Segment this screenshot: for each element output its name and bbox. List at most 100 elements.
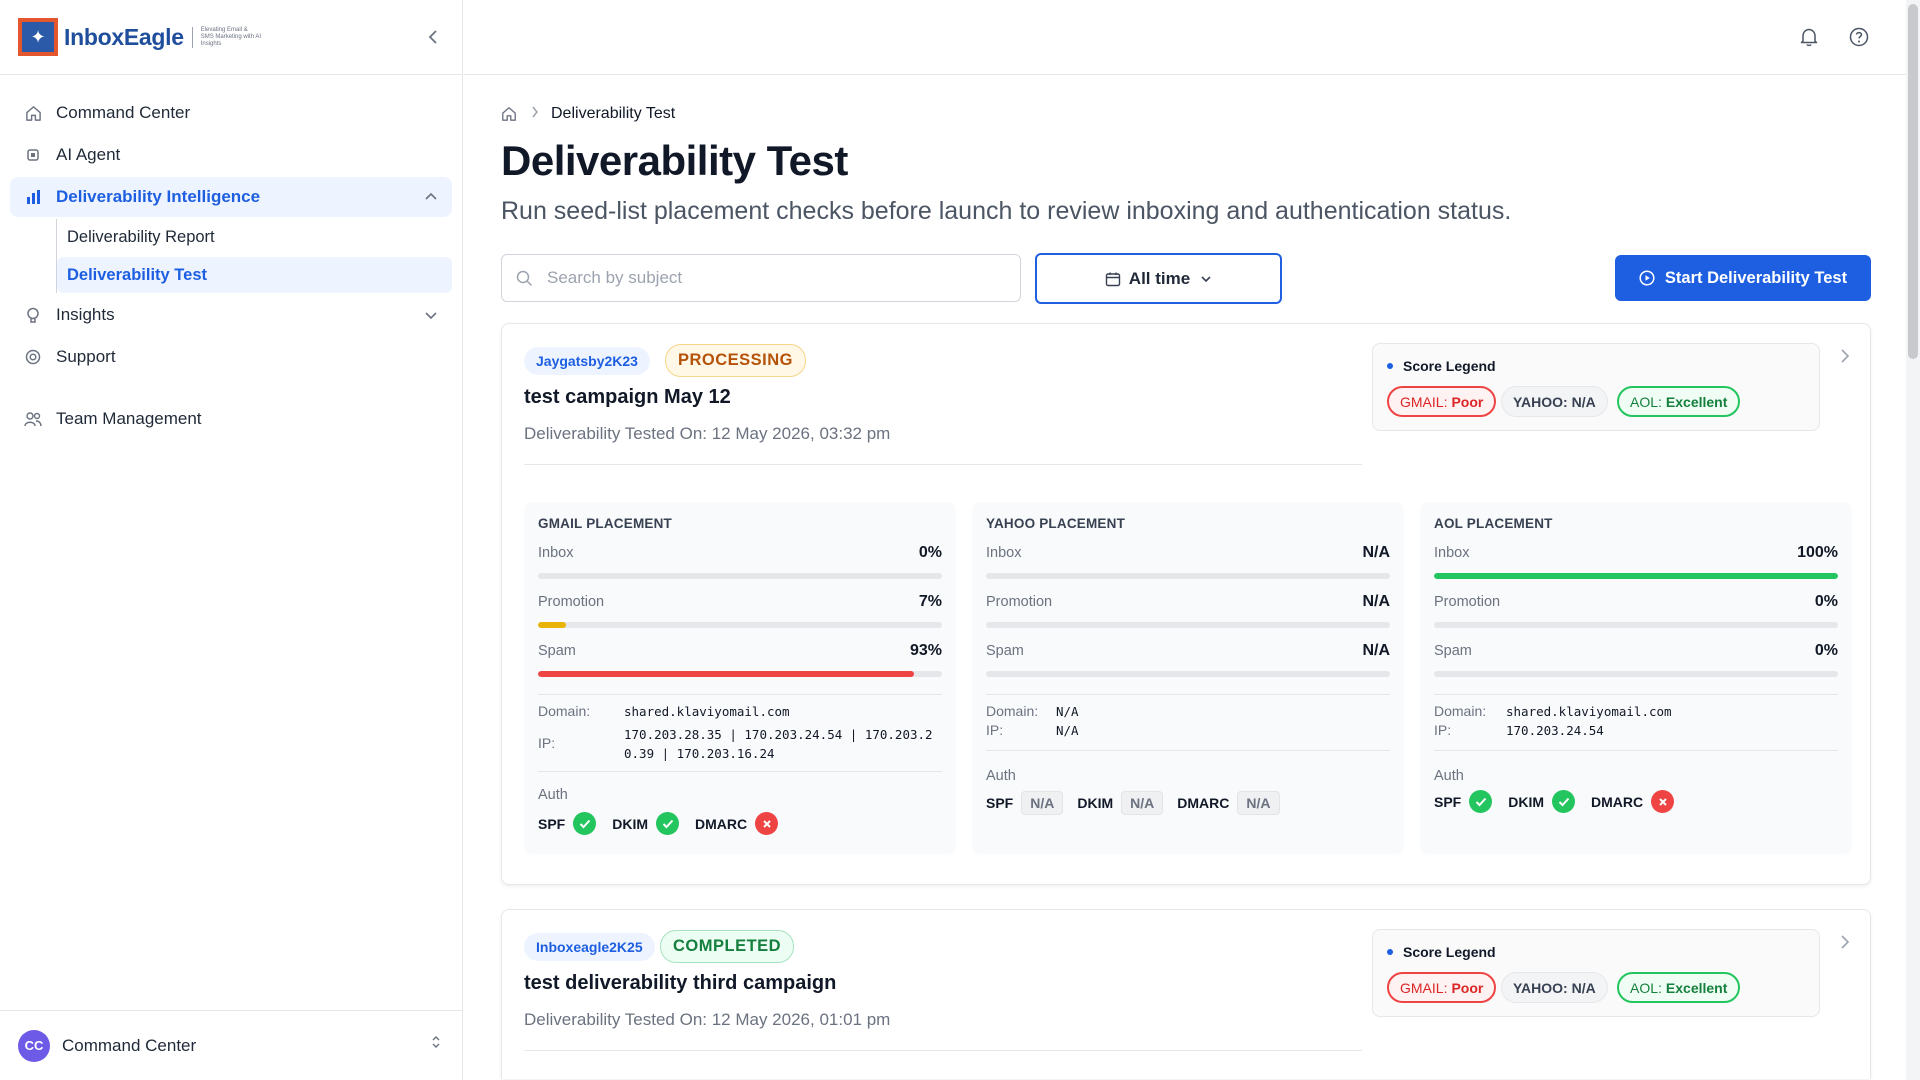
sidebar-item-ai-agent[interactable]: AI Agent — [10, 135, 452, 175]
chevron-down-icon — [424, 307, 438, 327]
auth-label: Auth — [1434, 768, 1464, 784]
divider — [538, 694, 942, 695]
yahoo-score-pill: YAHOO: N/A — [1501, 972, 1608, 1003]
scroll-thumb[interactable] — [1908, 4, 1918, 359]
breadcrumb: Deliverability Test — [501, 105, 1871, 123]
pill-value: Excellent — [1665, 979, 1728, 996]
search-box — [501, 254, 1021, 302]
dkim-label: DKIM — [612, 815, 649, 832]
workspace-switcher[interactable]: CC Command Center — [0, 1010, 463, 1080]
home-icon — [24, 104, 42, 122]
legend-title-text: Score Legend — [1403, 944, 1496, 960]
pill-prefix: AOL: — [1630, 979, 1662, 996]
sidebar-item-insights[interactable]: Insights — [10, 295, 452, 335]
test-card[interactable]: Inboxeagle2K25 COMPLETED test deliverabi… — [501, 909, 1871, 1079]
metric-value: 0% — [1814, 642, 1838, 659]
chevron-up-down-icon — [431, 1035, 441, 1049]
metric-label: Promotion — [538, 594, 605, 610]
chip-icon — [24, 146, 42, 164]
sidebar-item-label: Deliverability Intelligence — [56, 187, 261, 206]
metric-value: 100% — [1797, 544, 1838, 561]
gmail-score-pill: GMAIL: Poor — [1387, 972, 1497, 1003]
nav-spacer — [0, 379, 462, 397]
auth-row: SPF N/A DKIM N/A DMARC N/A — [986, 791, 1294, 815]
sidebar: ✦ InboxEagle Elevating Email & SMS Marke… — [0, 0, 463, 1080]
domain-value: N/A — [1056, 704, 1079, 719]
progress-fill — [538, 671, 914, 677]
gmail-score-pill: GMAIL: Poor — [1387, 386, 1497, 417]
metric-label: Inbox — [986, 545, 1022, 561]
panel-title: AOL PLACEMENT — [1434, 516, 1553, 531]
chevron-right-icon[interactable] — [1840, 348, 1850, 364]
search-input[interactable] — [547, 268, 987, 288]
dmarc-label: DMARC — [1591, 793, 1644, 810]
filter-bar: All time Start Deliverability Test — [501, 253, 1871, 304]
dot-icon — [1387, 363, 1393, 369]
dmarc-label: DMARC — [695, 815, 748, 832]
progress-track — [538, 671, 942, 677]
sidebar-item-support[interactable]: Support — [10, 337, 452, 377]
yahoo-placement-panel: YAHOO PLACEMENT Inbox N/A Promotion N/A … — [972, 502, 1404, 854]
main-content: Deliverability Test Deliverability Test … — [501, 75, 1871, 1079]
workspace-label: Command Center — [62, 1035, 197, 1055]
top-bar — [464, 0, 1920, 75]
pill-prefix: GMAIL: — [1400, 979, 1448, 996]
progress-fill — [1434, 573, 1838, 579]
auth-row: SPF DKIM DMARC — [1434, 790, 1690, 813]
auth-row: SPF DKIM DMARC — [538, 812, 794, 835]
check-icon — [1469, 790, 1493, 813]
divider — [524, 1050, 1362, 1051]
date-range-select[interactable]: All time — [1035, 253, 1282, 304]
dot-icon — [1387, 949, 1393, 955]
progress-track — [538, 622, 942, 628]
test-card[interactable]: Jaygatsby2K23 PROCESSING test campaign M… — [501, 323, 1871, 885]
sidebar-submenu: Deliverability Report Deliverability Tes… — [56, 219, 452, 293]
ip-value: N/A — [1056, 723, 1079, 738]
ip-value: 170.203.24.54 — [1506, 723, 1604, 738]
check-icon — [656, 812, 680, 835]
page-subtitle: Run seed-list placement checks before la… — [501, 197, 1512, 225]
score-legend: Score Legend GMAIL: Poor YAHOO: N/A AOL: E… — [1372, 343, 1820, 431]
progress-track — [1434, 671, 1838, 677]
legend-title: Score Legend — [1387, 358, 1496, 374]
sidebar-item-deliverability-report[interactable]: Deliverability Report — [67, 227, 215, 246]
user-tag: Inboxeagle2K25 — [524, 933, 655, 961]
chevron-right-icon[interactable] — [1840, 934, 1850, 950]
sidebar-item-label: Command Center — [56, 103, 191, 122]
sidebar-item-deliverability-test[interactable]: Deliverability Test — [57, 257, 452, 293]
metric-value: 7% — [918, 593, 942, 610]
status-badge: PROCESSING — [665, 344, 807, 377]
metric-value: 93% — [909, 642, 942, 659]
sidebar-item-team-management[interactable]: Team Management — [10, 399, 452, 439]
dkim-label: DKIM — [1508, 793, 1545, 810]
sidebar-nav: Command Center AI Agent Deliverability I… — [0, 75, 462, 439]
search-icon — [516, 270, 533, 287]
check-icon — [573, 812, 597, 835]
divider — [986, 694, 1390, 695]
collapse-sidebar-button[interactable] — [422, 26, 444, 48]
panel-title: YAHOO PLACEMENT — [986, 516, 1126, 531]
home-icon[interactable] — [501, 105, 519, 123]
lifebuoy-icon — [24, 348, 42, 366]
domain-label: Domain: — [538, 703, 591, 719]
spf-label: SPF — [986, 795, 1014, 811]
logo-row: ✦ InboxEagle Elevating Email & SMS Marke… — [0, 0, 462, 75]
aol-score-pill: AOL: Excellent — [1617, 972, 1741, 1003]
users-icon — [24, 410, 42, 428]
calendar-icon — [1105, 271, 1121, 287]
bell-icon[interactable] — [1797, 25, 1821, 49]
page-scrollbar[interactable] — [1906, 0, 1920, 1080]
start-deliverability-test-button[interactable]: Start Deliverability Test — [1615, 255, 1871, 301]
progress-track — [986, 622, 1390, 628]
x-icon — [1651, 790, 1675, 813]
aol-score-pill: AOL: Excellent — [1617, 386, 1741, 417]
sidebar-item-deliverability-intelligence[interactable]: Deliverability Intelligence — [10, 177, 452, 217]
help-icon[interactable] — [1847, 25, 1871, 49]
sidebar-item-label: Insights — [56, 305, 115, 324]
user-tag: Jaygatsby2K23 — [524, 347, 650, 375]
ip-value-line2: 0.39 | 170.203.16.24 — [624, 746, 775, 761]
play-circle-icon — [1639, 270, 1655, 286]
sidebar-item-command-center[interactable]: Command Center — [10, 93, 452, 133]
lightbulb-icon — [24, 306, 42, 324]
status-badge: COMPLETED — [660, 930, 795, 963]
